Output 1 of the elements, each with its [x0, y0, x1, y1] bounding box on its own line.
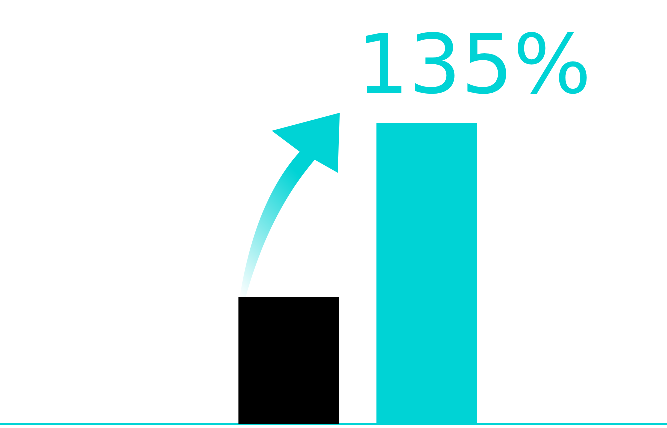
text: 135%: [357, 18, 592, 113]
